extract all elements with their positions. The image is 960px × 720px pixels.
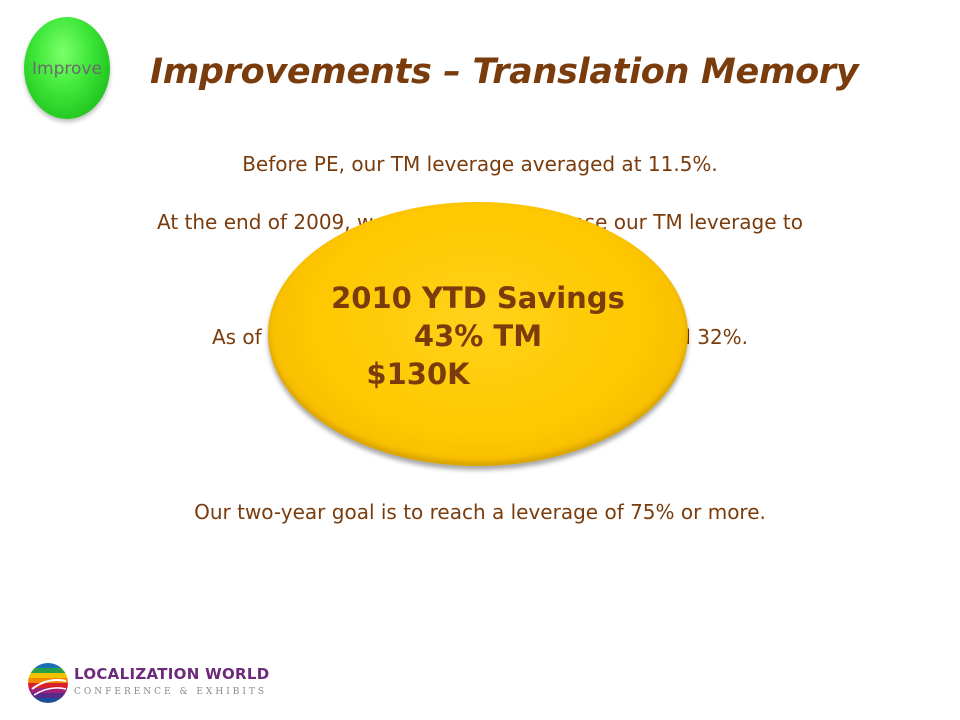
savings-callout: 2010 YTD Savings 43% TM $130K bbox=[268, 202, 688, 466]
improve-badge: Improve bbox=[24, 17, 110, 119]
callout-line-2: 43% TM bbox=[413, 319, 543, 353]
badge-label: Improve bbox=[32, 59, 102, 79]
callout-line-3: $130K bbox=[366, 357, 470, 391]
body-line-4: Our two-year goal is to reach a leverage… bbox=[194, 500, 766, 524]
logo-subtitle: CONFERENCE & EXHIBITS bbox=[74, 687, 268, 697]
localization-world-logo: LOCALIZATION WORLD CONFERENCE & EXHIBITS bbox=[26, 659, 269, 707]
body-line-1: Before PE, our TM leverage averaged at 1… bbox=[242, 152, 718, 176]
slide-title: Improvements – Translation Memory bbox=[150, 52, 859, 92]
logo-name: LOCALIZATION WORLD bbox=[74, 665, 270, 683]
globe-logo-icon bbox=[28, 663, 68, 703]
callout-line-1: 2010 YTD Savings bbox=[331, 281, 625, 315]
